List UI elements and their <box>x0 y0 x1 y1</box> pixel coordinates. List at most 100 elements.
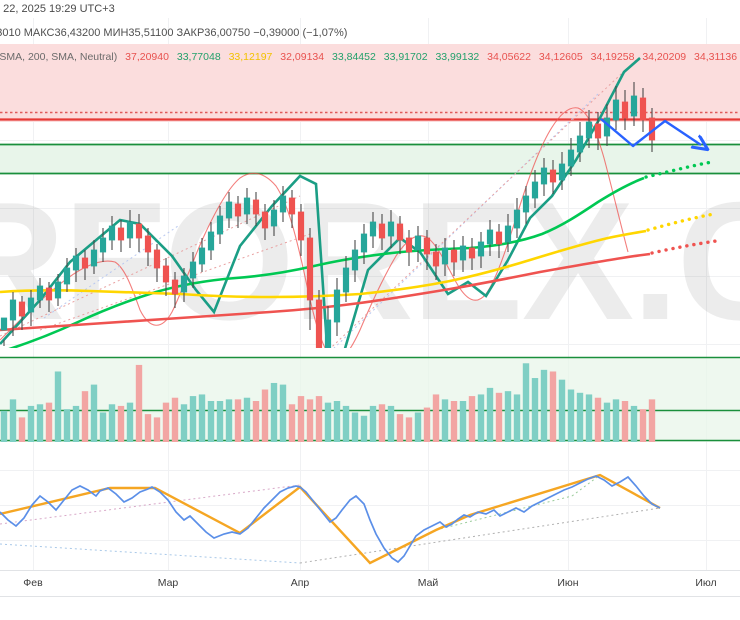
candle-body <box>45 287 53 301</box>
candle-body <box>279 195 287 213</box>
volume-bar <box>621 401 629 442</box>
candle-body <box>504 225 512 243</box>
volume-bar <box>45 402 53 442</box>
legend-value: 34,12605 <box>535 51 583 63</box>
volume-bar <box>171 397 179 442</box>
x-axis-tick: Май <box>417 577 439 589</box>
volume-bar <box>261 389 269 442</box>
candle-body <box>468 247 476 259</box>
ma-red-thin <box>0 107 629 348</box>
volume-bar <box>630 405 638 442</box>
volume-bar <box>207 401 215 442</box>
legend-params-label: 100, SMA, 200, SMA, Neutral) <box>0 51 118 63</box>
candle-body <box>261 211 269 229</box>
legend-value: 37,20940 <box>122 51 169 63</box>
candle-body <box>441 247 449 265</box>
volume-bar <box>144 414 152 442</box>
candle-body <box>90 249 98 267</box>
volume-bar <box>441 399 449 442</box>
candle-body <box>324 319 332 348</box>
volume-bar <box>495 392 503 442</box>
candle-body <box>108 225 116 241</box>
volume-bar <box>315 396 323 442</box>
volume-bar <box>81 391 89 442</box>
candle-body <box>369 221 377 237</box>
legend-value: 32,09134 <box>277 51 325 63</box>
volume-bar <box>0 410 8 442</box>
candle-body <box>288 197 296 215</box>
volume-bar <box>63 409 71 442</box>
volume-bar <box>18 417 26 442</box>
candle-body <box>540 167 548 185</box>
candle-body <box>342 267 350 293</box>
x-axis-tick: Апр <box>290 577 310 589</box>
volume-bar <box>558 379 566 442</box>
volume-bar <box>342 405 350 442</box>
volume-bar <box>639 409 647 442</box>
osc-dotted-upper <box>0 484 301 525</box>
candle-body <box>432 251 440 267</box>
volume-bar <box>189 396 197 442</box>
volume-bar <box>540 369 548 442</box>
ma-red-projection <box>650 239 718 255</box>
candle-body <box>513 209 521 229</box>
volume-bar <box>180 404 188 442</box>
legend-value: 33,12197 <box>225 51 273 63</box>
volume-bar <box>450 401 458 442</box>
candle-body <box>360 233 368 253</box>
osc-dotted-green-5 <box>571 474 601 497</box>
candle-body <box>198 247 206 265</box>
candlesticks <box>0 82 656 348</box>
volume-bar <box>153 417 161 442</box>
volume-bar <box>603 402 611 442</box>
datetime-label: н 22, 2025 19:29 UTC+3 <box>0 3 115 15</box>
candle-body <box>405 237 413 253</box>
volume-bar <box>423 407 431 442</box>
ma-yellow <box>0 229 647 299</box>
ma-red <box>0 252 651 332</box>
volume-bar <box>378 404 386 442</box>
candle-body <box>639 97 647 121</box>
volume-bar <box>252 401 260 442</box>
osc-line <box>0 475 661 564</box>
candle-body <box>81 257 89 269</box>
candle-body <box>612 99 620 121</box>
ohlc-label: , 43010 МАКС36,43200 МИН35,51100 ЗАКР36,… <box>0 27 348 39</box>
candle-body <box>414 235 422 251</box>
candle-body <box>126 221 134 239</box>
legend-value: 33,91702 <box>380 51 428 63</box>
candle-body <box>18 301 26 317</box>
candle-body <box>252 199 260 215</box>
candle-body <box>189 261 197 279</box>
candle-body <box>351 249 359 271</box>
volume-bar <box>9 399 17 442</box>
volume-bar <box>270 382 278 442</box>
candle-body <box>306 237 314 301</box>
candle-body <box>216 215 224 235</box>
candle-body <box>234 203 242 217</box>
volume-bar <box>36 404 44 442</box>
candle-body <box>576 135 584 153</box>
legend-value: 34,05622 <box>484 51 531 63</box>
volume-bar <box>324 402 332 442</box>
trend-dotted-1 <box>0 195 301 337</box>
candle-body <box>495 231 503 245</box>
volume-bar <box>387 405 395 442</box>
volume-bar <box>576 392 584 442</box>
candle-body <box>225 201 233 219</box>
candle-body <box>171 279 179 295</box>
bottom-rule <box>0 596 740 597</box>
candle-body <box>477 241 485 257</box>
volume-bar <box>297 396 305 442</box>
volume-bar <box>396 414 404 442</box>
candle-body <box>387 221 395 237</box>
candle-body <box>549 169 557 183</box>
candle-body <box>486 229 494 245</box>
ma-green-projection <box>644 160 714 179</box>
legend-value: 34,20209 <box>639 51 687 63</box>
candle-body <box>99 237 107 253</box>
candle-body <box>333 289 341 323</box>
